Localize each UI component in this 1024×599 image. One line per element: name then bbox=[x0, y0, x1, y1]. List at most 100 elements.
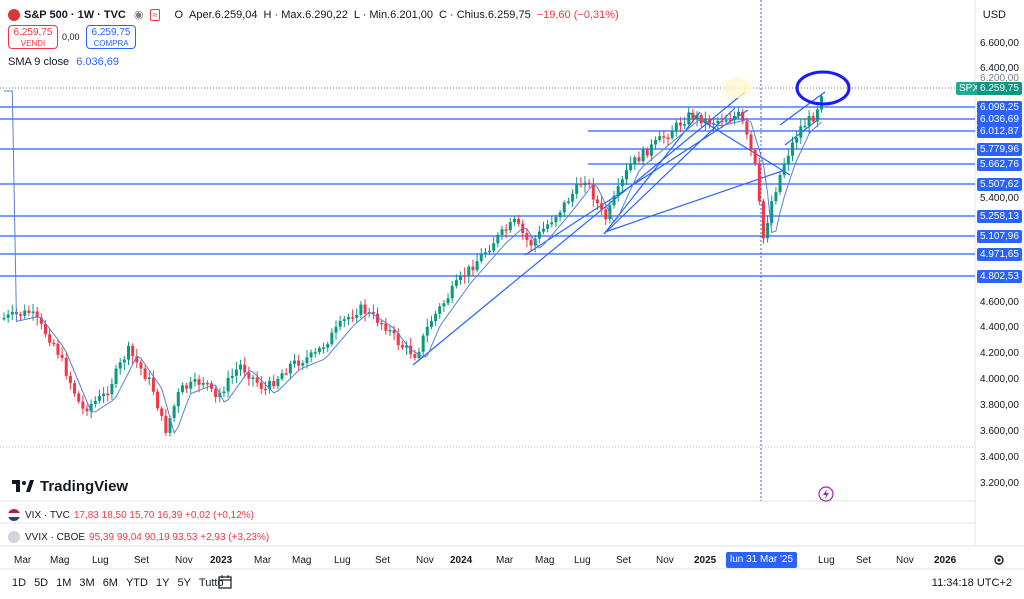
spx-logo-icon bbox=[8, 8, 20, 21]
candle-body bbox=[301, 363, 305, 366]
candle-body bbox=[355, 315, 359, 318]
gear-icon[interactable] bbox=[993, 553, 1005, 571]
candle-body bbox=[23, 310, 27, 316]
candle-body bbox=[446, 298, 450, 304]
candle-body bbox=[799, 126, 803, 138]
level-label[interactable]: 4.971,65 bbox=[977, 248, 1022, 261]
eye-icon[interactable]: ◉ bbox=[133, 9, 144, 21]
candle-body bbox=[305, 357, 309, 364]
sma-label: SMA 9 close bbox=[8, 56, 70, 68]
price-axis-label: 5.400,00 bbox=[980, 193, 1019, 204]
range-6m[interactable]: 6M bbox=[102, 577, 118, 589]
candle-body bbox=[425, 326, 429, 336]
range-5d[interactable]: 5D bbox=[34, 577, 49, 589]
candle-body bbox=[127, 345, 130, 360]
time-axis-label: Mar bbox=[254, 555, 272, 566]
range-selector: 1D 5D 1M 3M 6M YTD 1Y 5Y Tutto bbox=[12, 577, 224, 589]
range-1y[interactable]: 1Y bbox=[155, 577, 170, 589]
candle-body bbox=[27, 310, 31, 313]
candle-body bbox=[566, 201, 570, 203]
level-label[interactable]: 6.098,25 bbox=[977, 101, 1022, 114]
range-1d[interactable]: 1D bbox=[12, 577, 27, 589]
calendar-icon[interactable] bbox=[218, 575, 232, 594]
candle-body bbox=[280, 373, 284, 379]
ohlc-open: Aper.6.259,04 bbox=[189, 8, 258, 21]
sma-legend[interactable]: SMA 9 close 6.036,69 bbox=[8, 56, 119, 68]
time-axis-label: Mar bbox=[496, 555, 514, 566]
time-axis-label: Set bbox=[134, 555, 150, 566]
price-axis-label: 4.200,00 bbox=[980, 348, 1019, 359]
candle-body bbox=[770, 201, 774, 223]
candle-body bbox=[2, 317, 6, 320]
candle-body bbox=[442, 303, 446, 307]
level-label[interactable]: 5.107,96 bbox=[977, 230, 1022, 243]
level-label[interactable]: 5.258,13 bbox=[977, 210, 1022, 223]
candle-body bbox=[102, 393, 106, 396]
candle-body bbox=[674, 122, 678, 132]
candle-body bbox=[160, 408, 164, 416]
candle-body bbox=[791, 142, 794, 156]
candle-body bbox=[284, 373, 288, 375]
time-axis-label: Nov bbox=[896, 555, 914, 566]
range-all[interactable]: Tutto bbox=[198, 577, 224, 589]
ohlc-open-label: O bbox=[174, 8, 184, 21]
candle-body bbox=[73, 383, 77, 394]
time-axis-label: 2025 bbox=[694, 555, 717, 566]
candle-body bbox=[338, 320, 342, 327]
candle-body bbox=[263, 388, 267, 391]
level-label[interactable]: 5.662,76 bbox=[977, 158, 1022, 171]
candle-body bbox=[19, 314, 23, 316]
range-5y[interactable]: 5Y bbox=[177, 577, 191, 589]
vix-legend[interactable]: VIX · TVC 17,83 18,50 15,70 16,39 +0,02 … bbox=[8, 509, 254, 521]
candle-body bbox=[595, 199, 599, 204]
flag-icon[interactable]: ≈ bbox=[149, 8, 161, 21]
candle-body bbox=[459, 275, 462, 281]
candle-body bbox=[529, 239, 533, 246]
candle-body bbox=[504, 229, 508, 231]
price-axis-label: 3.400,00 bbox=[980, 452, 1019, 463]
lightning-icon[interactable] bbox=[818, 486, 834, 507]
trend-line bbox=[779, 91, 826, 126]
sma-value: 6.036,69 bbox=[76, 56, 120, 68]
candle-body bbox=[438, 306, 442, 314]
time-axis-label: 2026 bbox=[934, 555, 957, 566]
range-1m[interactable]: 1M bbox=[56, 577, 72, 589]
buy-button[interactable]: 6.259,75 COMPRA bbox=[86, 25, 136, 49]
vvix-icon bbox=[8, 531, 20, 543]
currency-selector[interactable]: USD bbox=[982, 9, 1006, 21]
candle-body bbox=[579, 183, 583, 186]
price-axis-label: 3.200,00 bbox=[980, 478, 1019, 489]
level-label[interactable]: 5.507,62 bbox=[977, 178, 1022, 191]
level-label[interactable]: 4.802,53 bbox=[977, 270, 1022, 283]
symbol-title[interactable]: S&P 500 · 1W · TVC bbox=[24, 8, 126, 21]
candle-body bbox=[728, 120, 732, 122]
candle-body bbox=[226, 377, 230, 392]
price-axis-label: 3.600,00 bbox=[980, 426, 1019, 437]
level-label[interactable]: 6.012,87 bbox=[977, 125, 1022, 138]
candle-body bbox=[342, 319, 346, 321]
clock[interactable]: 11:34:18 UTC+2 bbox=[931, 577, 1012, 589]
ohlc-high: H · Max.6.290,22 bbox=[263, 8, 348, 21]
range-ytd[interactable]: YTD bbox=[125, 577, 148, 589]
candle-body bbox=[388, 329, 392, 332]
vvix-legend[interactable]: VVIX · CBOE 95,39 99,04 90,19 93,53 +2,9… bbox=[8, 531, 269, 543]
candle-body bbox=[400, 345, 404, 348]
tradingview-logo[interactable]: TradingView bbox=[12, 478, 128, 495]
sell-button[interactable]: 6.259,75 VENDI bbox=[8, 25, 58, 49]
candle-body bbox=[546, 224, 550, 229]
candle-body bbox=[537, 231, 541, 239]
candle-body bbox=[197, 379, 201, 385]
candle-body bbox=[218, 392, 222, 398]
level-label[interactable]: 6.036,69 bbox=[977, 113, 1022, 126]
level-label[interactable]: 5.779,96 bbox=[977, 143, 1022, 156]
candle-body bbox=[330, 332, 334, 345]
candle-body bbox=[591, 184, 595, 200]
candle-body bbox=[205, 382, 209, 385]
time-axis-label: Lug bbox=[818, 555, 835, 566]
candle-body bbox=[488, 250, 492, 253]
last-price-value: 6.259,75 bbox=[977, 82, 1022, 95]
range-3m[interactable]: 3M bbox=[79, 577, 95, 589]
candle-body bbox=[500, 229, 504, 235]
candle-body bbox=[745, 121, 749, 135]
